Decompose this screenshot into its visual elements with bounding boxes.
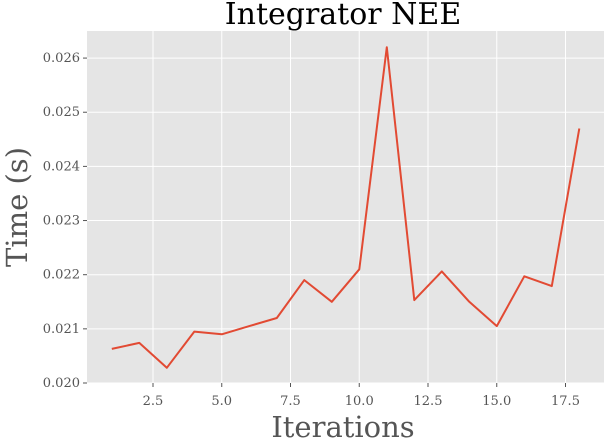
y-tick-label: 0.026 [43, 51, 80, 66]
y-tick-label: 0.020 [43, 376, 80, 391]
data-series [111, 46, 581, 369]
x-axis-label: Iterations [271, 410, 414, 444]
grid-lines [87, 31, 604, 384]
x-tick-label: 2.5 [143, 394, 164, 409]
y-tick-label: 0.023 [43, 214, 80, 229]
y-tick-label: 0.022 [43, 268, 80, 283]
axis-ticks: 2.5 5.0 7.5 10.0 12.5 15.0 17.5 0.020 0.021 0.022… [43, 51, 580, 409]
y-tick-label: 0.024 [43, 159, 80, 174]
x-tick-label: 15.0 [482, 394, 511, 409]
y-axis-label: Time (s) [0, 147, 34, 267]
x-tick-label: 7.5 [280, 394, 301, 409]
series-line [111, 46, 581, 369]
y-tick-label: 0.025 [43, 105, 80, 120]
y-tick-label: 0.021 [43, 322, 80, 337]
x-tick-label: 17.5 [551, 394, 580, 409]
chart-title: Integrator NEE [225, 0, 461, 32]
plot-area [87, 31, 604, 383]
x-tick-label: 12.5 [414, 394, 443, 409]
x-tick-label: 5.0 [211, 394, 232, 409]
x-tick-label: 10.0 [345, 394, 374, 409]
